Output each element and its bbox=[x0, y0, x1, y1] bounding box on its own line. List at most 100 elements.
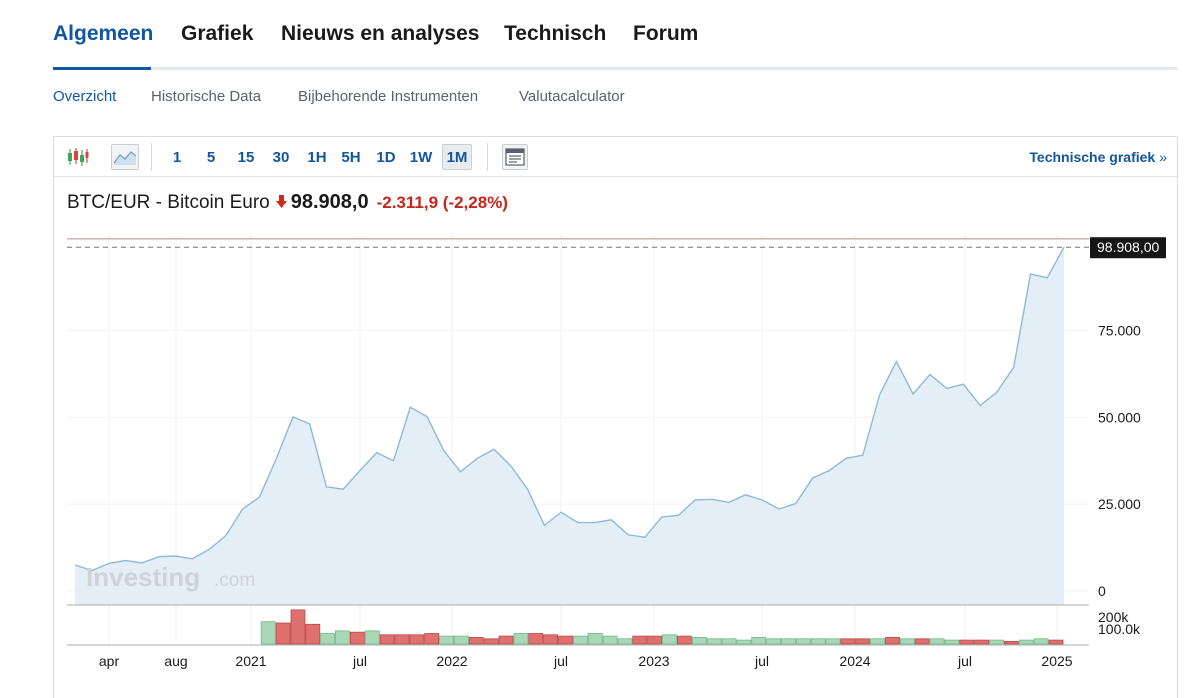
x-tick-label: aug bbox=[164, 653, 187, 669]
technical-chart-link[interactable]: Technische grafiek» bbox=[1029, 149, 1167, 165]
volume-bar bbox=[528, 633, 544, 645]
interval-1m[interactable]: 1M bbox=[442, 144, 472, 170]
interval-1h[interactable]: 1H bbox=[307, 148, 327, 166]
price-change-value: -2.311,9 bbox=[376, 193, 439, 212]
subtab-overzicht[interactable]: Overzicht bbox=[53, 88, 117, 105]
volume-bar bbox=[900, 638, 915, 645]
y-tick-label: 50.000 bbox=[1098, 409, 1141, 425]
interval-30[interactable]: 30 bbox=[272, 148, 290, 166]
subtab-historische-data[interactable]: Historische Data bbox=[151, 88, 262, 105]
chevron-right-icon: » bbox=[1159, 149, 1167, 165]
volume-bar bbox=[989, 639, 1004, 645]
volume-bar bbox=[974, 639, 990, 645]
volume-bar bbox=[498, 635, 514, 645]
volume-bar bbox=[1048, 639, 1064, 645]
price-change-percent: (-2,28%) bbox=[442, 193, 508, 212]
volume-bar bbox=[335, 630, 350, 645]
volume-bar bbox=[394, 634, 410, 645]
tab-technisch[interactable]: Technisch bbox=[504, 22, 607, 45]
chart-layout-icon[interactable] bbox=[502, 144, 528, 170]
volume-bar bbox=[275, 622, 291, 645]
x-tick-label: apr bbox=[99, 653, 120, 669]
last-price: 98.908,0 bbox=[290, 191, 369, 213]
interval-5[interactable]: 5 bbox=[206, 148, 216, 166]
x-tick-label: 2024 bbox=[839, 653, 870, 669]
tab-nieuws-en-analyses[interactable]: Nieuws en analyses bbox=[281, 22, 480, 45]
x-tick-label: 2023 bbox=[638, 653, 669, 669]
volume-bar bbox=[736, 639, 752, 645]
volume-bar bbox=[781, 638, 796, 645]
instrument-name: BTC/EUR - Bitcoin Euro bbox=[67, 192, 270, 213]
chart-toolbar: 1 5 15 30 1H 5H 1D 1W 1M Technische graf… bbox=[54, 137, 1177, 177]
volume-bar bbox=[647, 635, 663, 645]
area-chart-icon[interactable] bbox=[111, 144, 139, 170]
volume-bar bbox=[929, 638, 945, 645]
watermark-suffix: .com bbox=[214, 570, 255, 591]
volume-bar bbox=[870, 638, 885, 645]
main-tabs: Algemeen Grafiek Nieuws en analyses Tech… bbox=[53, 0, 1178, 70]
subtab-bijbehorende-instrumenten[interactable]: Bijbehorende Instrumenten bbox=[298, 88, 479, 105]
volume-bar bbox=[587, 633, 603, 645]
price-chart[interactable]: 98.908,00 0 25.000 50.000 75.000 Investing .co… bbox=[54, 137, 1179, 697]
volume-bar bbox=[706, 638, 722, 645]
x-tick-label: jul bbox=[957, 653, 972, 669]
volume-bar bbox=[349, 631, 365, 645]
interval-1[interactable]: 1 bbox=[172, 148, 182, 166]
volume-bar bbox=[959, 639, 975, 645]
interval-15[interactable]: 15 bbox=[237, 148, 255, 166]
interval-5h[interactable]: 5H bbox=[341, 148, 361, 166]
volume-bar bbox=[795, 638, 811, 645]
volume-bar bbox=[1033, 638, 1049, 645]
volume-bar bbox=[290, 609, 306, 645]
volume-bar bbox=[409, 634, 425, 645]
volume-bar bbox=[840, 638, 856, 645]
candlestick-icon[interactable] bbox=[64, 144, 92, 170]
toolbar-separator bbox=[151, 143, 152, 171]
volume-bar bbox=[855, 638, 871, 645]
volume-bar bbox=[454, 635, 469, 645]
volume-bar bbox=[677, 635, 692, 645]
volume-bar bbox=[558, 635, 573, 645]
volume-bar bbox=[573, 635, 588, 645]
watermark-logo: Investing bbox=[86, 562, 200, 592]
volume-bar bbox=[379, 634, 395, 645]
last-price-box bbox=[1090, 237, 1166, 259]
active-tab-indicator bbox=[53, 67, 151, 70]
price-area-fill bbox=[75, 247, 1064, 605]
x-tick-label: 2025 bbox=[1041, 653, 1072, 669]
volume-bar bbox=[944, 639, 960, 645]
volume-bar bbox=[885, 636, 900, 645]
volume-bar bbox=[602, 635, 618, 645]
y-tick-label: 0 bbox=[1098, 583, 1106, 599]
x-tick-label: jul bbox=[553, 653, 568, 669]
price-line bbox=[74, 246, 1065, 572]
volume-bar bbox=[320, 633, 336, 645]
volume-bar bbox=[691, 636, 707, 645]
interval-1d[interactable]: 1D bbox=[376, 148, 396, 166]
volume-bar bbox=[513, 633, 529, 645]
price-change: -2.311,9 (-2,28%) bbox=[377, 193, 508, 213]
volume-tick-label: 200k bbox=[1098, 609, 1129, 625]
x-tick-label: jul bbox=[754, 653, 769, 669]
volume-bar bbox=[766, 638, 781, 645]
volume-bar bbox=[424, 633, 440, 645]
toolbar-separator bbox=[487, 143, 488, 171]
tab-grafiek[interactable]: Grafiek bbox=[181, 22, 254, 45]
volume-bar bbox=[1004, 640, 1019, 645]
tab-forum[interactable]: Forum bbox=[633, 22, 699, 45]
chart-panel: 1 5 15 30 1H 5H 1D 1W 1M Technische graf… bbox=[53, 136, 1178, 698]
volume-tick-label: 100.0k bbox=[1098, 621, 1141, 637]
interval-1w[interactable]: 1W bbox=[409, 148, 433, 166]
technical-chart-label: Technische grafiek bbox=[1029, 149, 1156, 165]
volume-bar bbox=[721, 638, 737, 645]
subtab-valutacalculator[interactable]: Valutacalculator bbox=[519, 88, 625, 105]
volume-bar bbox=[1018, 639, 1034, 645]
volume-bar bbox=[914, 638, 930, 645]
x-tick-label: 2021 bbox=[235, 653, 266, 669]
last-price-label: 98.908,00 bbox=[1097, 239, 1159, 255]
x-tick-label: jul bbox=[352, 653, 367, 669]
x-tick-label: 2022 bbox=[436, 653, 467, 669]
down-arrow-icon bbox=[275, 195, 287, 211]
tab-algemeen[interactable]: Algemeen bbox=[53, 22, 154, 45]
volume-bar bbox=[632, 635, 648, 645]
